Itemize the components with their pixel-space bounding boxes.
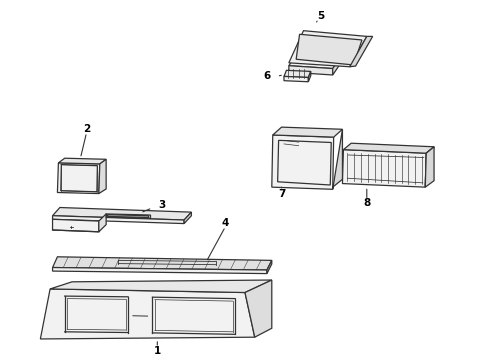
- Polygon shape: [273, 127, 343, 137]
- Polygon shape: [284, 70, 311, 77]
- Text: 3: 3: [159, 200, 166, 210]
- Polygon shape: [333, 129, 343, 189]
- Text: 6: 6: [263, 71, 270, 81]
- Polygon shape: [99, 214, 106, 232]
- Polygon shape: [58, 158, 106, 164]
- Polygon shape: [57, 163, 100, 194]
- Polygon shape: [343, 150, 426, 187]
- Polygon shape: [272, 135, 334, 189]
- Polygon shape: [289, 31, 367, 67]
- Polygon shape: [99, 159, 106, 194]
- Text: 2: 2: [83, 124, 90, 134]
- Polygon shape: [350, 36, 373, 67]
- Polygon shape: [343, 143, 434, 153]
- Polygon shape: [289, 66, 333, 75]
- Text: 5: 5: [317, 11, 324, 21]
- Polygon shape: [52, 216, 184, 224]
- Polygon shape: [52, 219, 99, 232]
- Polygon shape: [184, 212, 192, 224]
- Polygon shape: [308, 71, 311, 82]
- Text: 8: 8: [363, 198, 370, 208]
- Polygon shape: [52, 267, 267, 274]
- Polygon shape: [296, 34, 362, 65]
- Polygon shape: [50, 280, 272, 293]
- Text: 7: 7: [278, 189, 285, 199]
- Polygon shape: [425, 147, 434, 187]
- Polygon shape: [52, 257, 272, 270]
- Polygon shape: [245, 280, 272, 337]
- Polygon shape: [333, 60, 339, 75]
- Polygon shape: [284, 76, 308, 82]
- Polygon shape: [267, 260, 272, 274]
- Text: 4: 4: [222, 218, 229, 228]
- Polygon shape: [52, 207, 192, 220]
- Polygon shape: [40, 289, 255, 339]
- Text: 1: 1: [154, 346, 161, 356]
- Polygon shape: [108, 215, 148, 217]
- Polygon shape: [289, 57, 339, 68]
